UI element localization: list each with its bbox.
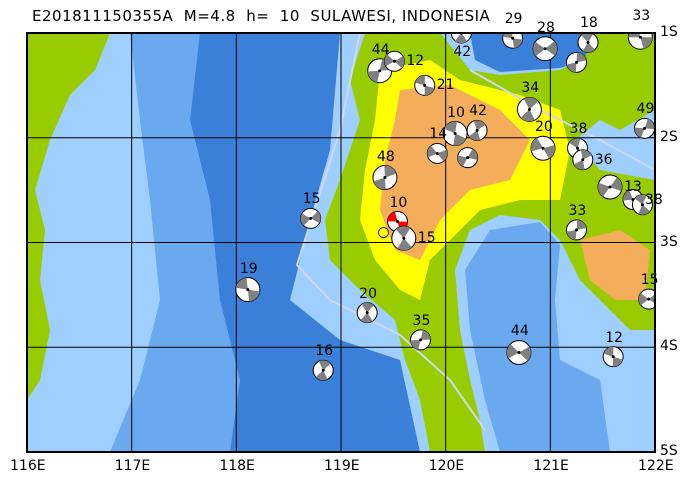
x-tick-label: 121E <box>533 458 569 474</box>
focal-mechanism[interactable] <box>442 121 468 147</box>
depth-label: 42 <box>453 44 472 60</box>
focal-mechanism[interactable] <box>383 50 405 72</box>
focal-mechanism[interactable] <box>372 165 398 191</box>
focal-mechanism[interactable] <box>312 359 334 381</box>
depth-label: 15 <box>640 272 659 289</box>
depth-label: 15 <box>302 191 321 208</box>
focal-mechanism[interactable] <box>516 96 542 122</box>
focal-mechanism[interactable] <box>426 142 448 164</box>
depth-label: 38 <box>645 191 663 208</box>
depth-label: 36 <box>594 151 613 168</box>
x-tick-label: 120E <box>428 458 465 474</box>
depth-label: 49 <box>636 101 655 118</box>
depth-label: 10 <box>447 104 465 121</box>
grid-lines <box>27 33 655 452</box>
focal-mechanism[interactable] <box>566 219 587 241</box>
x-tick-label: 117E <box>114 458 151 474</box>
bone-gulf <box>465 222 610 452</box>
focal-mechanism[interactable] <box>634 117 655 139</box>
depth-label: 28 <box>537 19 555 36</box>
depth-label: 38 <box>569 121 588 138</box>
focal-mechanism[interactable] <box>506 339 532 365</box>
y-tick-label: 3S <box>660 233 678 250</box>
focal-mechanism[interactable] <box>638 288 659 310</box>
depth-label: 13 <box>623 178 642 195</box>
tomini-gulf <box>470 33 590 72</box>
depth-label: 44 <box>510 323 529 340</box>
y-tick-label: 5S <box>660 443 678 459</box>
depth-label: 15 <box>417 230 436 247</box>
depth-label: 19 <box>239 260 258 277</box>
x-tick-label: 119E <box>324 458 360 474</box>
focal-mechanism[interactable] <box>391 225 417 251</box>
depth-label: 34 <box>521 80 540 97</box>
depth-label: 48 <box>376 148 395 165</box>
depth-label: 16 <box>315 343 334 360</box>
focal-mechanism[interactable] <box>450 23 472 44</box>
fault-line <box>469 69 655 171</box>
focal-mechanism[interactable] <box>235 277 261 303</box>
depth-label: 14 <box>429 126 448 143</box>
terrain <box>27 23 659 452</box>
depth-label: 20 <box>535 119 553 136</box>
depth-label: 42 <box>469 103 487 120</box>
depth-label: 18 <box>580 15 598 32</box>
depth-label: 33 <box>568 202 587 219</box>
depth-label: 12 <box>605 329 623 346</box>
focal-mechanism[interactable] <box>530 135 556 161</box>
focal-mechanism[interactable] <box>627 25 653 50</box>
y-tick-label: 4S <box>660 338 678 355</box>
focal-mechanism[interactable] <box>466 119 488 141</box>
focal-mechanism[interactable] <box>631 194 653 216</box>
focal-mechanism[interactable] <box>457 147 479 169</box>
depth-label: 12 <box>406 53 425 70</box>
focal-mechanism[interactable] <box>532 36 558 62</box>
focal-mechanism[interactable] <box>566 51 587 73</box>
y-tick-label: 2S <box>660 128 678 145</box>
depth-label: 35 <box>412 312 431 329</box>
map-title: E201811150355A M=4.8 h= 10 SULAWESI, IND… <box>32 7 491 25</box>
focal-mechanism[interactable] <box>572 149 594 171</box>
highland <box>380 85 530 260</box>
highland-east <box>580 230 650 300</box>
focal-mechanism[interactable] <box>577 32 599 53</box>
borneo-land <box>27 33 110 400</box>
focal-mechanism[interactable] <box>410 329 432 351</box>
focal-mechanism[interactable] <box>300 207 322 229</box>
focal-mechanism[interactable] <box>502 28 524 49</box>
x-tick-label: 122E <box>638 458 674 474</box>
depth-label: 33 <box>632 8 651 25</box>
event-layer <box>235 23 659 381</box>
focal-mechanism[interactable] <box>597 174 623 200</box>
x-tick-label: 118E <box>219 458 255 474</box>
y-tick-label: 1S <box>660 24 678 40</box>
map-frame <box>26 32 656 453</box>
depth-label: 10 <box>389 194 408 211</box>
trench-line <box>295 33 486 431</box>
focal-mechanism[interactable] <box>414 74 436 96</box>
depth-label: 29 <box>504 11 523 28</box>
depth-label: 44 <box>371 41 390 58</box>
focal-mechanism[interactable] <box>356 302 378 324</box>
epicenter-marker <box>378 227 389 238</box>
depth-label: 20 <box>359 285 377 302</box>
depth-label: 21 <box>436 77 455 94</box>
x-tick-label: 116E <box>10 458 46 474</box>
focal-mechanism[interactable] <box>602 346 624 368</box>
